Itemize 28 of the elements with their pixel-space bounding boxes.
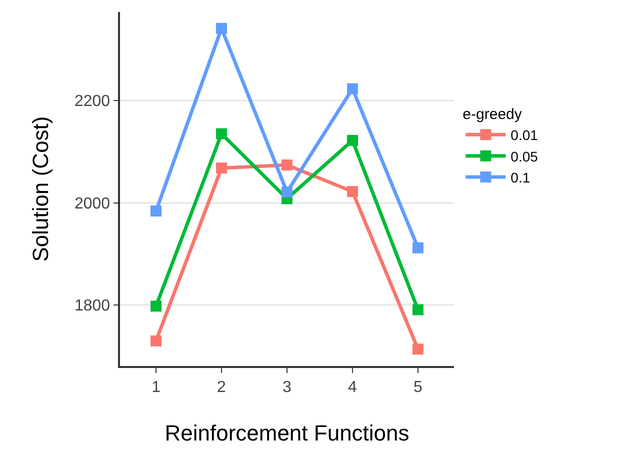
x-tick-label: 3 — [282, 378, 292, 396]
point — [346, 134, 358, 146]
legend-title: e-greedy — [462, 106, 522, 124]
x-tick-label: 5 — [414, 378, 423, 396]
point — [150, 300, 162, 312]
point — [150, 335, 162, 346]
x-tick-label: 1 — [152, 378, 161, 396]
point — [282, 159, 292, 170]
x-axis-title: Reinforcement Functions — [164, 420, 410, 446]
point — [346, 83, 358, 94]
point — [216, 22, 228, 34]
point — [346, 186, 358, 198]
point — [150, 206, 162, 216]
point — [412, 344, 424, 355]
point — [412, 304, 424, 316]
y-tick-label: 1800 — [74, 298, 110, 315]
point — [216, 128, 228, 140]
legend-label: 0.1 — [510, 169, 530, 186]
legend-label: 0.01 — [510, 127, 538, 144]
point — [412, 242, 424, 254]
x-tick-label: 2 — [217, 378, 226, 396]
y-axis-title: Solution (Cost) — [28, 116, 53, 262]
point — [282, 186, 292, 198]
legend-label: 0.05 — [510, 148, 538, 164]
point — [216, 162, 228, 174]
x-tick-label: 4 — [348, 378, 358, 396]
y-tick-label: 2000 — [74, 195, 110, 212]
y-tick-label: 2200 — [74, 93, 110, 110]
